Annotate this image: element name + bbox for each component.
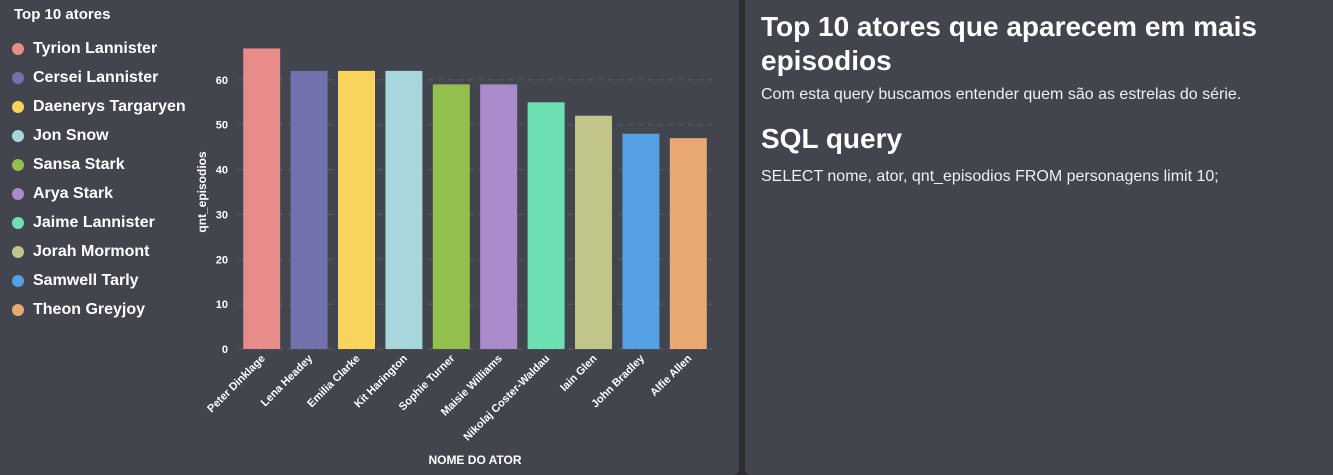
legend-dot-icon (12, 71, 24, 84)
bar (527, 102, 565, 350)
bar (575, 115, 612, 349)
legend-item[interactable]: Arya Stark (12, 179, 186, 208)
legend-label: Tyrion Lannister (33, 39, 158, 57)
y-tick-label: 10 (216, 299, 228, 311)
legend-item[interactable]: Theon Greyjoy (12, 295, 186, 324)
y-tick-label: 40 (216, 165, 228, 177)
legend-dot-icon (12, 42, 24, 55)
bar (622, 133, 660, 349)
bar (338, 70, 375, 349)
legend-label: Theon Greyjoy (33, 300, 146, 318)
x-tick-label: Alfie Allen (648, 352, 694, 398)
sql-query: SELECT nome, ator, qnt_episodios FROM pe… (761, 168, 1219, 185)
legend-item[interactable]: Samwell Tarly (12, 266, 186, 295)
x-tick-label: Nikolaj Coster-Waldau (461, 353, 552, 444)
legend-label: Jon Snow (33, 126, 109, 144)
bar (669, 138, 707, 349)
legend-dot-icon (12, 216, 24, 229)
legend-label: Jorah Mormont (33, 242, 150, 260)
legend-item[interactable]: Cersei Lannister (12, 63, 186, 92)
bar (385, 70, 423, 349)
legend-dot-icon (12, 129, 24, 142)
sql-heading: SQL query (761, 123, 903, 154)
chart-title: Top 10 atores (14, 6, 111, 23)
y-tick-label: 60 (216, 75, 228, 87)
legend-dot-icon (12, 100, 24, 113)
legend-dot-icon (12, 274, 24, 287)
y-tick-label: 30 (216, 209, 228, 221)
legend-label: Arya Stark (33, 184, 114, 202)
text-card: Top 10 atores que aparecem em mais episo… (745, 0, 1333, 475)
legend-dot-icon (12, 187, 24, 200)
legend-item[interactable]: Jorah Mormont (12, 237, 186, 266)
legend-label: Sansa Stark (33, 155, 125, 173)
bar (480, 84, 518, 349)
bar-chart: 0 10 20 30 40 50 60 qnt_episodios Peter Dinklage… (195, 48, 712, 467)
legend-dot-icon (12, 245, 24, 258)
y-tick-label: 20 (216, 254, 228, 266)
y-axis-label: qnt_episodios (195, 151, 209, 233)
text-content: Top 10 atores que aparecem em mais episo… (761, 10, 1317, 204)
legend-dot-icon (12, 303, 24, 316)
bar (243, 48, 281, 349)
legend-label: Cersei Lannister (33, 68, 159, 86)
legend-label: Jaime Lannister (33, 213, 155, 231)
bar (432, 84, 470, 349)
legend-label: Daenerys Targaryen (33, 97, 186, 115)
legend-item[interactable]: Daenerys Targaryen (12, 92, 186, 121)
x-tick-label: Peter Dinklage (205, 353, 268, 416)
x-axis-label: NOME DO ATOR (428, 453, 521, 467)
legend-item[interactable]: Jon Snow (12, 121, 186, 150)
legend-item[interactable]: Jaime Lannister (12, 208, 186, 237)
legend-item[interactable]: Tyrion Lannister (12, 34, 186, 63)
x-tick-label: Iain Glen (558, 352, 600, 394)
y-tick-label: 0 (222, 344, 228, 356)
bar (290, 70, 328, 349)
legend-label: Samwell Tarly (33, 271, 139, 289)
chart-legend: Tyrion Lannister Cersei Lannister Daener… (12, 34, 186, 324)
chart-card: Top 10 atores Tyrion Lannister Cersei La… (0, 0, 739, 475)
y-tick-label: 50 (216, 120, 228, 132)
legend-dot-icon (12, 158, 24, 171)
text-description: Com esta query buscamos entender quem sã… (761, 86, 1242, 103)
legend-item[interactable]: Sansa Stark (12, 150, 186, 179)
text-heading: Top 10 atores que aparecem em mais episo… (761, 11, 1257, 76)
